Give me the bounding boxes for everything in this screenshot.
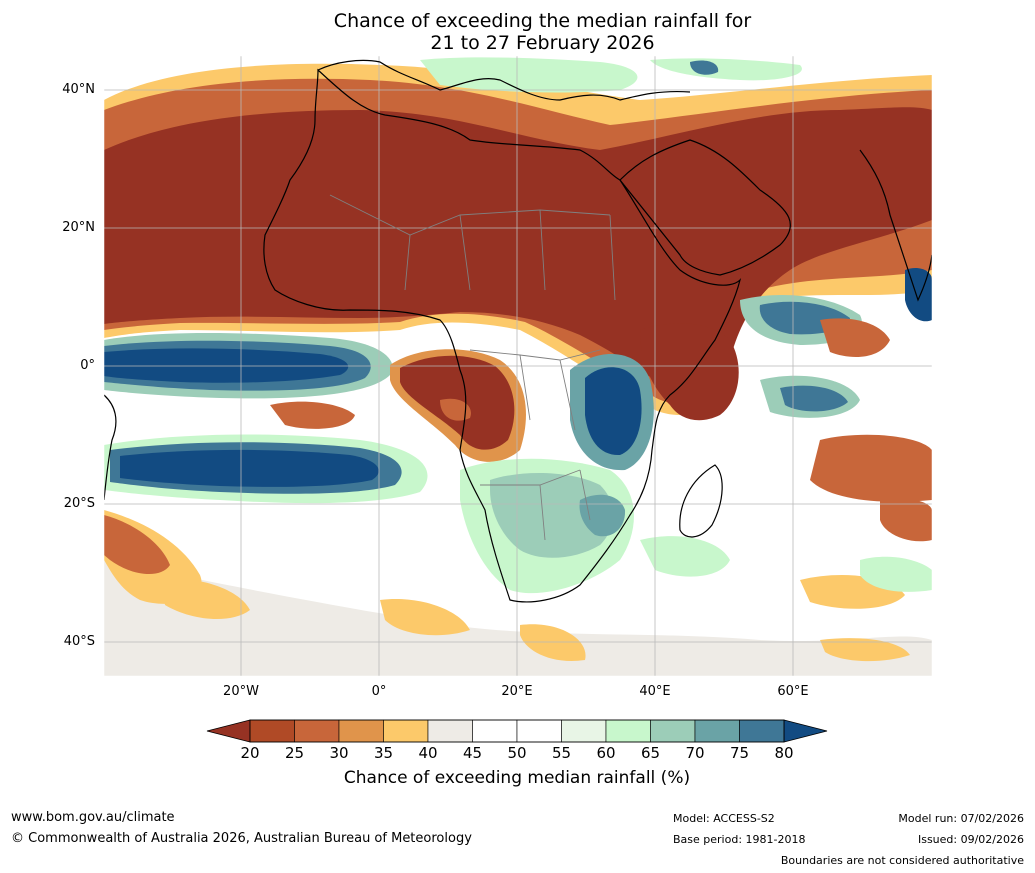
- dry-patch-sw-core: [104, 515, 170, 575]
- wet-indian-ocean-south: [640, 536, 932, 592]
- lon-label-20w: 20°W: [223, 684, 259, 699]
- lon-label-0: 0°: [371, 684, 387, 699]
- footer-base-period: Base period: 1981-2018: [673, 833, 806, 846]
- dry-atlantic-small: [270, 398, 471, 429]
- map-field: [104, 56, 932, 676]
- border-central: [469, 349, 601, 431]
- south-america-coastline: [104, 394, 117, 501]
- wet-band-equatorial-core: [104, 348, 349, 383]
- coastlines: [104, 59, 932, 603]
- colorbar-tick-label: 80: [774, 744, 794, 762]
- footer-model: Model: ACCESS-S2: [673, 812, 775, 825]
- colorbar-tick-label: 60: [596, 744, 616, 762]
- colorbar-tick-label: 30: [329, 744, 349, 762]
- graticule: [104, 56, 932, 676]
- map-title: Chance of exceeding the median rainfall …: [0, 10, 1035, 54]
- dry-patches-south-central: [160, 579, 586, 661]
- lat-label-0: 0°: [80, 358, 95, 373]
- footer-disclaimer: Boundaries are not considered authoritat…: [780, 854, 1024, 867]
- dry-east-africa: [640, 323, 739, 421]
- wet-mediterranean-core: [690, 60, 719, 75]
- madagascar-coastline: [679, 464, 723, 538]
- lat-label-20s: 20°S: [63, 496, 95, 511]
- neutral-south-band: [104, 560, 932, 676]
- wet-great-lakes-core: [585, 367, 642, 456]
- colorbar-tick-label: 70: [685, 744, 705, 762]
- colorbar-tick-label: 75: [729, 744, 750, 762]
- lat-label-20n: 20°N: [62, 220, 95, 235]
- dry-indian-ocean: [810, 318, 932, 542]
- arabia-coastline: [619, 139, 791, 276]
- map-frame: [103, 55, 933, 677]
- africa-coastline: [263, 68, 742, 603]
- footer-copyright: © Commonwealth of Australia 2026, Austra…: [11, 831, 472, 846]
- wet-mozambique: [579, 494, 626, 537]
- lon-label-20e: 20°E: [501, 684, 533, 699]
- dry-indian-ocean-light: [800, 575, 910, 662]
- lon-label-60e: 60°E: [777, 684, 809, 699]
- title-line-2: 21 to 27 February 2026: [430, 32, 655, 54]
- colorbar-tick-label: 35: [373, 744, 394, 762]
- india-coastline: [859, 149, 932, 302]
- dry-north-core: [104, 107, 932, 394]
- colorbar-tick-label: 45: [462, 744, 483, 762]
- lat-label-40s: 40°S: [63, 634, 95, 649]
- colorbar-title: Chance of exceeding median rainfall (%): [343, 768, 691, 788]
- footer-website: www.bom.gov.au/climate: [11, 810, 175, 825]
- footer-issued: Issued: 09/02/2026: [917, 833, 1024, 846]
- wet-southern-africa-mid: [490, 473, 614, 558]
- colorbar-tick-label: 55: [551, 744, 572, 762]
- footer-model-run: Model run: 07/02/2026: [898, 812, 1024, 825]
- colorbar-tick-label: 65: [640, 744, 661, 762]
- colorbar-tick-label: 50: [507, 744, 527, 762]
- europe-coastline: [317, 59, 691, 101]
- wet-band-south-atlantic-core: [120, 449, 379, 487]
- lon-label-40e: 40°E: [639, 684, 671, 699]
- lat-label-40n: 40°N: [62, 82, 95, 97]
- country-borders: [329, 194, 616, 541]
- colorbar-tick-label: 40: [418, 744, 438, 762]
- colorbar-tick-label: 25: [284, 744, 305, 762]
- border-sahara-2: [404, 209, 616, 301]
- border-south: [480, 469, 591, 541]
- colorbar-tick-label: 20: [240, 744, 260, 762]
- title-line-1: Chance of exceeding the median rainfall …: [333, 10, 752, 32]
